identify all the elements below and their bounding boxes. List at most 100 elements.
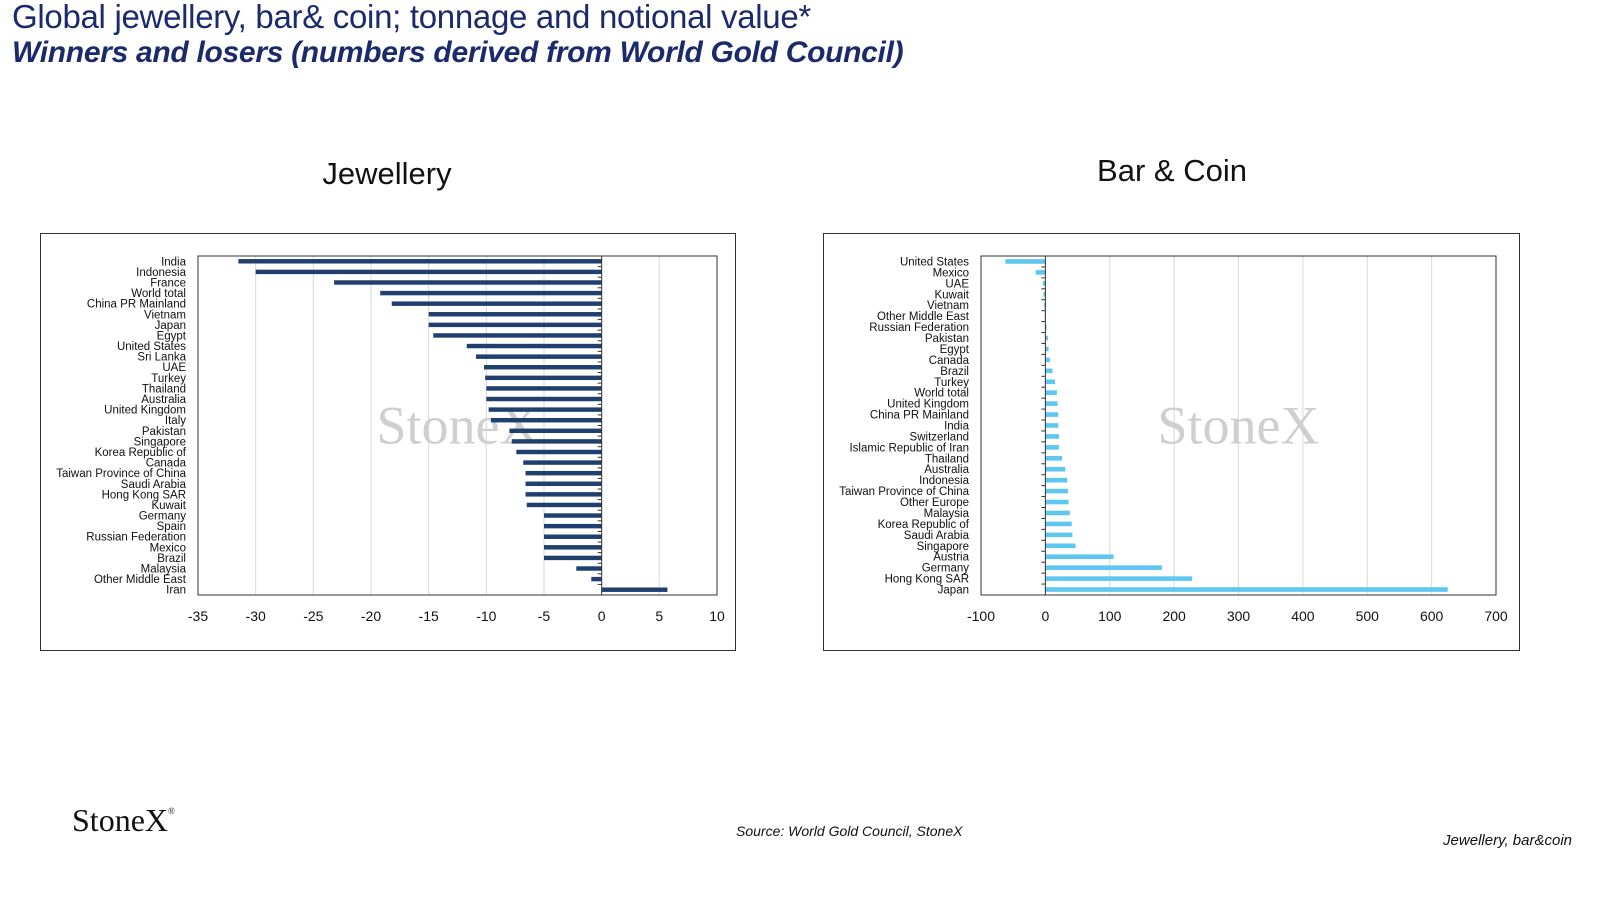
- jewellery-category-label: Italy: [165, 415, 186, 427]
- jewellery-bar: [380, 290, 602, 296]
- jewellery-bar: [484, 365, 602, 370]
- jewellery-tick-label: 5: [655, 608, 663, 624]
- bar-coin-bar: [1045, 423, 1059, 428]
- bar-coin-bar: [1045, 346, 1049, 352]
- jewellery-tick-label: -30: [246, 608, 266, 624]
- bar-coin-bar: [1045, 532, 1073, 538]
- jewellery-tick-label: -5: [538, 608, 551, 624]
- section-note: Jewellery, bar&coin: [1443, 832, 1572, 849]
- bar-coin-category-label: Vietnam: [927, 300, 969, 312]
- bar-coin-tick-label: 700: [1484, 608, 1508, 624]
- jewellery-bar: [511, 439, 602, 444]
- bar-coin-tick-label: -100: [967, 608, 995, 624]
- bar-coin-bar: [1045, 379, 1056, 385]
- bar-coin-chart-title: Bar & Coin: [1097, 153, 1247, 188]
- jewellery-tick-label: -10: [476, 608, 496, 624]
- bar-coin-category-label: United Kingdom: [887, 399, 969, 411]
- jewellery-category-label: Iran: [166, 585, 186, 597]
- bar-coin-bar: [1043, 291, 1046, 297]
- bar-coin-category-label: World total: [914, 388, 969, 400]
- bar-coin-chart: StoneX United States Mexico UAE Kuwait Vietna…: [823, 233, 1520, 651]
- page-subtitle: Winners and losers (numbers derived from…: [12, 36, 904, 69]
- jewellery-category-label: Germany: [139, 511, 187, 523]
- jewellery-bar: [523, 460, 602, 465]
- jewellery-tick-label: 0: [598, 608, 606, 624]
- registered-mark: ®: [168, 806, 175, 816]
- bar-coin-bar: [1045, 357, 1050, 363]
- page-title: Global jewellery, bar& coin; tonnage and…: [12, 0, 811, 35]
- jewellery-tick-label: -15: [419, 608, 439, 624]
- jewellery-category-label: China PR Mainland: [87, 299, 186, 311]
- jewellery-bar: [255, 269, 602, 275]
- bar-coin-category-label: Kuwait: [934, 289, 969, 301]
- jewellery-category-label: Brazil: [157, 553, 186, 565]
- bar-coin-bar: [1045, 587, 1448, 592]
- jewellery-chart-title: Jewellery: [322, 156, 452, 191]
- bar-coin-category-label: China PR Mainland: [870, 410, 969, 422]
- bar-coin-category-label: Japan: [938, 585, 969, 597]
- jewellery-tick-label: -35: [188, 608, 208, 624]
- bar-coin-category-label: Germany: [922, 563, 970, 575]
- jewellery-bar: [490, 417, 602, 423]
- bar-coin-watermark: StoneX: [1158, 396, 1320, 456]
- bar-coin-category-label: Switzerland: [910, 431, 969, 443]
- jewellery-bar: [544, 513, 602, 518]
- jewellery-bar: [488, 407, 602, 412]
- jewellery-chart: StoneX India Indonesia France World total Chi…: [40, 233, 736, 651]
- jewellery-bar: [391, 301, 602, 306]
- bar-coin-bar: [1045, 401, 1058, 406]
- bar-coin-category-label: Singapore: [917, 541, 969, 553]
- bar-coin-bar: [1045, 510, 1070, 516]
- jewellery-bar: [334, 280, 602, 285]
- bar-coin-tick-label: 600: [1420, 608, 1444, 624]
- bar-coin-bar: [1045, 368, 1053, 374]
- jewellery-category-label: Spain: [157, 521, 186, 533]
- bar-coin-category-label: Canada: [929, 355, 970, 367]
- bar-coin-tick-label: 200: [1162, 608, 1186, 624]
- bar-coin-tick-label: 0: [1041, 608, 1049, 624]
- jewellery-watermark: StoneX: [377, 396, 539, 456]
- bar-coin-bar: [1045, 456, 1063, 461]
- bar-coin-tick-label: 500: [1356, 608, 1380, 624]
- jewellery-category-label: United Kingdom: [104, 405, 186, 417]
- jewellery-category-label: UAE: [162, 362, 186, 374]
- jewellery-bar: [238, 259, 602, 264]
- jewellery-category-label: Australia: [141, 394, 186, 406]
- bar-coin-category-label: Austria: [933, 552, 969, 564]
- bar-coin-category-label: Thailand: [925, 453, 969, 465]
- bar-coin-category-label: Russian Federation: [869, 322, 969, 334]
- jewellery-category-label: Japan: [155, 320, 186, 332]
- bar-coin-bar: [1045, 499, 1069, 505]
- bar-coin-bar: [1045, 477, 1068, 483]
- jewellery-bar: [466, 343, 602, 349]
- jewellery-bar: [428, 312, 602, 317]
- bar-coin-bar: [1045, 324, 1047, 330]
- jewellery-category-label: Kuwait: [151, 500, 186, 512]
- bar-coin-category-label: Pakistan: [925, 333, 969, 345]
- jewellery-category-label: Malaysia: [141, 564, 187, 576]
- jewellery-category-label: India: [161, 256, 187, 268]
- jewellery-bar: [486, 386, 602, 391]
- bar-coin-category-label: Turkey: [934, 377, 969, 389]
- jewellery-bar: [544, 534, 602, 539]
- jewellery-category-label: Thailand: [142, 383, 186, 395]
- bar-coin-category-label: Other Europe: [900, 497, 969, 509]
- bar-coin-bar: [1045, 521, 1072, 527]
- jewellery-bar: [486, 396, 602, 402]
- jewellery-bar: [525, 481, 602, 486]
- bar-coin-category-label: Other Middle East: [877, 311, 970, 323]
- bar-coin-bar: [1045, 565, 1162, 570]
- bar-coin-category-label: Taiwan Province of China: [839, 486, 969, 498]
- bar-coin-tick-label: 100: [1098, 608, 1122, 624]
- jewellery-category-label: Singapore: [134, 436, 186, 448]
- bar-coin-bar: [1045, 412, 1059, 417]
- jewellery-category-label: Sri Lanka: [137, 352, 186, 364]
- jewellery-category-label: World total: [131, 288, 186, 300]
- bar-coin-category-label: Malaysia: [924, 508, 970, 520]
- footer-logo-text: StoneX: [72, 802, 168, 838]
- bar-coin-bar: [1045, 434, 1059, 439]
- jewellery-category-label: Turkey: [151, 373, 186, 385]
- jewellery-bar: [526, 502, 602, 508]
- bar-coin-category-label: Saudi Arabia: [904, 530, 970, 542]
- bar-coin-bar: [1045, 554, 1114, 560]
